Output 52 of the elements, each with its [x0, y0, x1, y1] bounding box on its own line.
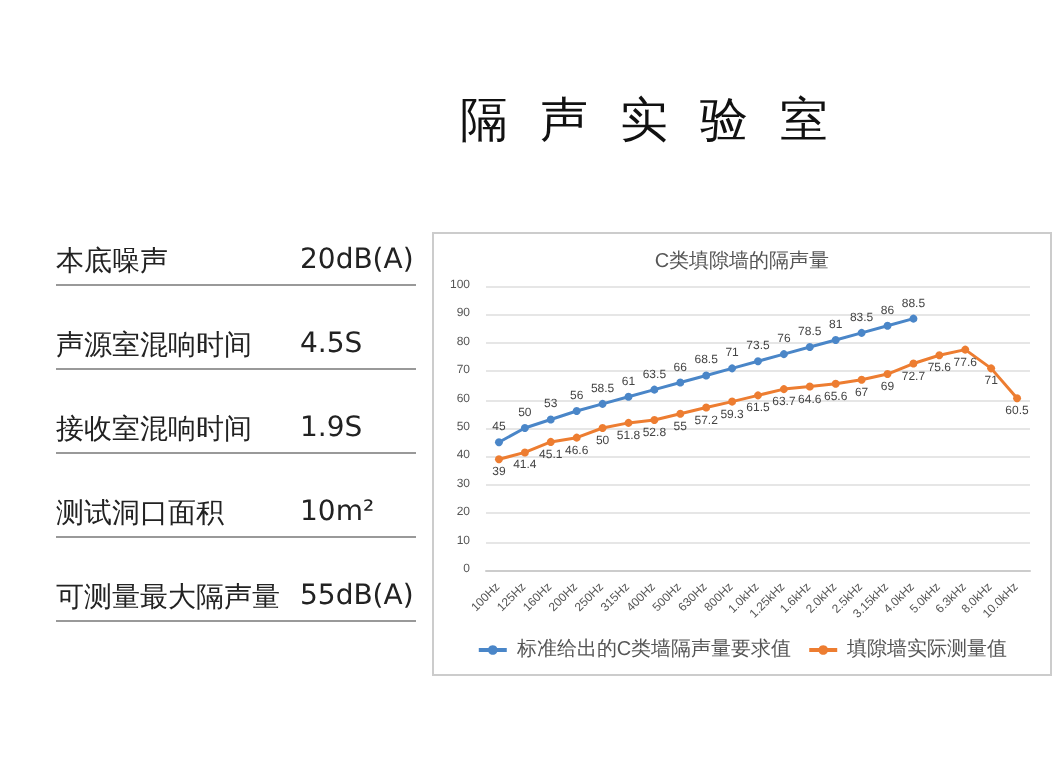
point — [676, 409, 685, 418]
point — [702, 371, 711, 380]
text: 本底噪声 — [56, 244, 168, 280]
point — [754, 391, 762, 400]
point — [805, 382, 814, 391]
text: 55dB(A) — [300, 580, 414, 612]
point — [883, 321, 892, 330]
point — [598, 399, 607, 408]
point — [520, 424, 529, 432]
point — [702, 403, 711, 412]
point — [857, 375, 866, 384]
text: 测试洞口面积 — [56, 496, 224, 532]
point — [779, 385, 788, 394]
point — [520, 448, 529, 457]
point — [650, 385, 659, 394]
point — [935, 351, 944, 360]
point — [546, 437, 555, 446]
point — [805, 343, 814, 352]
point — [909, 359, 918, 368]
text: 隔声实验室 — [458, 90, 862, 152]
point — [624, 418, 633, 427]
point — [987, 364, 996, 373]
point — [1013, 394, 1022, 403]
point — [831, 335, 840, 344]
point — [728, 397, 737, 406]
point — [546, 415, 555, 424]
point — [494, 455, 503, 464]
legend-label: 标准给出的C类墙隔声量要求值 — [514, 637, 792, 661]
text: 声源室混响时间 — [56, 328, 252, 364]
chart-title: C类填隙墙的隔声量 — [654, 249, 830, 273]
point — [831, 379, 840, 388]
point — [728, 364, 737, 373]
text: 1.9S — [300, 412, 363, 444]
point — [779, 350, 788, 359]
point — [650, 416, 659, 425]
point — [883, 370, 892, 379]
text: 10m² — [300, 496, 375, 528]
text: 4.5S — [300, 328, 363, 360]
text: 接收室混响时间 — [56, 412, 252, 448]
point — [494, 438, 503, 447]
point — [857, 328, 866, 337]
point — [961, 345, 970, 354]
point — [572, 406, 581, 415]
legend-label: 填隙墙实际测量值 — [845, 637, 1008, 661]
text: 可测量最大隔声量 — [56, 580, 280, 616]
point — [909, 314, 918, 323]
point — [598, 424, 607, 432]
point — [572, 433, 581, 442]
point — [676, 378, 685, 387]
text: 20dB(A) — [300, 244, 414, 276]
point — [754, 357, 762, 366]
point — [624, 392, 633, 401]
